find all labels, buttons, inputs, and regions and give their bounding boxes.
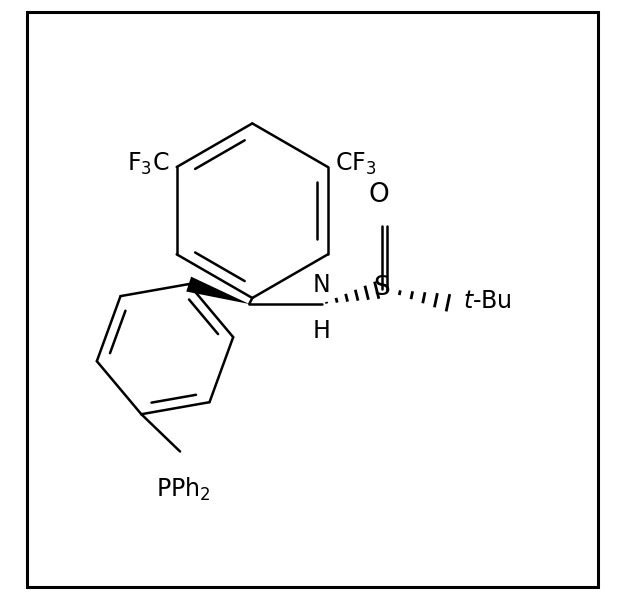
- Polygon shape: [186, 277, 249, 304]
- Text: CF$_3$: CF$_3$: [335, 151, 377, 177]
- Text: S: S: [373, 275, 390, 301]
- Text: O: O: [368, 182, 389, 208]
- Text: PPh$_2$: PPh$_2$: [156, 476, 211, 503]
- FancyBboxPatch shape: [26, 12, 599, 587]
- Text: $\mathit{t}$-Bu: $\mathit{t}$-Bu: [463, 289, 512, 313]
- Text: F$_3$C: F$_3$C: [127, 151, 169, 177]
- Text: H: H: [312, 319, 331, 343]
- Text: N: N: [312, 273, 331, 297]
